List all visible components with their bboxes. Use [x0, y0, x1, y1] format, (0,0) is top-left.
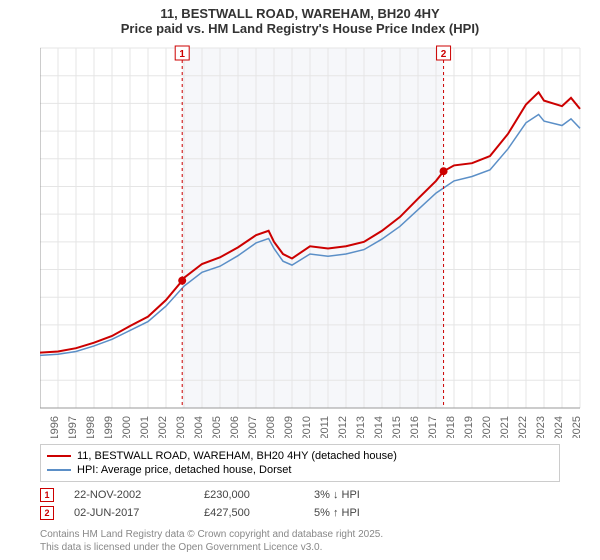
x-tick-label: 2006 — [229, 416, 241, 438]
x-tick-label: 1996 — [49, 416, 61, 438]
legend: 11, BESTWALL ROAD, WAREHAM, BH20 4HY (de… — [40, 444, 560, 482]
event-row-price: £427,500 — [204, 507, 294, 519]
event-row-date: 22-NOV-2002 — [74, 489, 184, 501]
x-tick-label: 2007 — [247, 416, 259, 438]
x-tick-label: 2020 — [481, 416, 493, 438]
x-tick-label: 2000 — [121, 416, 133, 438]
event-row-delta: 3% ↓ HPI — [314, 489, 424, 501]
title-address: 11, BESTWALL ROAD, WAREHAM, BH20 4HY — [0, 6, 600, 21]
legend-label: 11, BESTWALL ROAD, WAREHAM, BH20 4HY (de… — [77, 450, 397, 462]
legend-label: HPI: Average price, detached house, Dors… — [77, 464, 291, 476]
event-dot-1 — [178, 277, 186, 285]
x-tick-label: 2009 — [283, 416, 295, 438]
event-row-marker: 2 — [40, 506, 54, 520]
title-subtitle: Price paid vs. HM Land Registry's House … — [0, 21, 600, 36]
x-tick-label: 2018 — [445, 416, 457, 438]
events-table: 1 22-NOV-2002 £230,000 3% ↓ HPI 2 02-JUN-2017… — [40, 486, 560, 522]
event-row: 1 22-NOV-2002 £230,000 3% ↓ HPI — [40, 486, 560, 504]
x-tick-label: 1999 — [103, 416, 115, 438]
chart-container: 11, BESTWALL ROAD, WAREHAM, BH20 4HY Pri… — [0, 0, 600, 560]
x-tick-label: 2001 — [139, 416, 151, 438]
legend-swatch — [47, 469, 71, 471]
x-tick-label: 2012 — [337, 416, 349, 438]
x-tick-label: 2003 — [175, 416, 187, 438]
x-tick-label: 2004 — [193, 416, 205, 438]
x-tick-label: 1998 — [85, 416, 97, 438]
x-tick-label: 2011 — [319, 416, 331, 438]
x-tick-label: 2013 — [355, 416, 367, 438]
x-tick-label: 2008 — [265, 416, 277, 438]
x-tick-label: 2002 — [157, 416, 169, 438]
x-tick-label: 2010 — [301, 416, 313, 438]
chart-area: £0£50K£100K£150K£200K£250K£300K£350K£400… — [40, 38, 588, 438]
x-tick-label: 2023 — [535, 416, 547, 438]
legend-row: HPI: Average price, detached house, Dors… — [47, 463, 553, 477]
event-row-date: 02-JUN-2017 — [74, 507, 184, 519]
legend-swatch — [47, 455, 71, 457]
event-row-delta: 5% ↑ HPI — [314, 507, 424, 519]
x-tick-label: 2015 — [391, 416, 403, 438]
footer: Contains HM Land Registry data © Crown c… — [40, 528, 560, 554]
footer-line2: This data is licensed under the Open Gov… — [40, 541, 560, 554]
x-tick-label: 2005 — [211, 416, 223, 438]
x-tick-label: 2016 — [409, 416, 421, 438]
event-dot-2 — [440, 167, 448, 175]
event-number-2: 2 — [441, 49, 447, 60]
x-tick-label: 2022 — [517, 416, 529, 438]
event-number-1: 1 — [179, 49, 185, 60]
title-block: 11, BESTWALL ROAD, WAREHAM, BH20 4HY Pri… — [0, 0, 600, 38]
x-tick-label: 2014 — [373, 416, 385, 438]
x-tick-label: 1997 — [67, 416, 79, 438]
plot-svg: £0£50K£100K£150K£200K£250K£300K£350K£400… — [40, 38, 588, 438]
x-tick-label: 2024 — [553, 416, 565, 438]
event-row: 2 02-JUN-2017 £427,500 5% ↑ HPI — [40, 504, 560, 522]
legend-row: 11, BESTWALL ROAD, WAREHAM, BH20 4HY (de… — [47, 449, 553, 463]
event-row-marker: 1 — [40, 488, 54, 502]
x-tick-label: 1995 — [40, 416, 43, 438]
footer-line1: Contains HM Land Registry data © Crown c… — [40, 528, 560, 541]
x-tick-label: 2025 — [571, 416, 583, 438]
x-tick-label: 2019 — [463, 416, 475, 438]
x-tick-label: 2021 — [499, 416, 511, 438]
event-row-price: £230,000 — [204, 489, 294, 501]
x-tick-label: 2017 — [427, 416, 439, 438]
